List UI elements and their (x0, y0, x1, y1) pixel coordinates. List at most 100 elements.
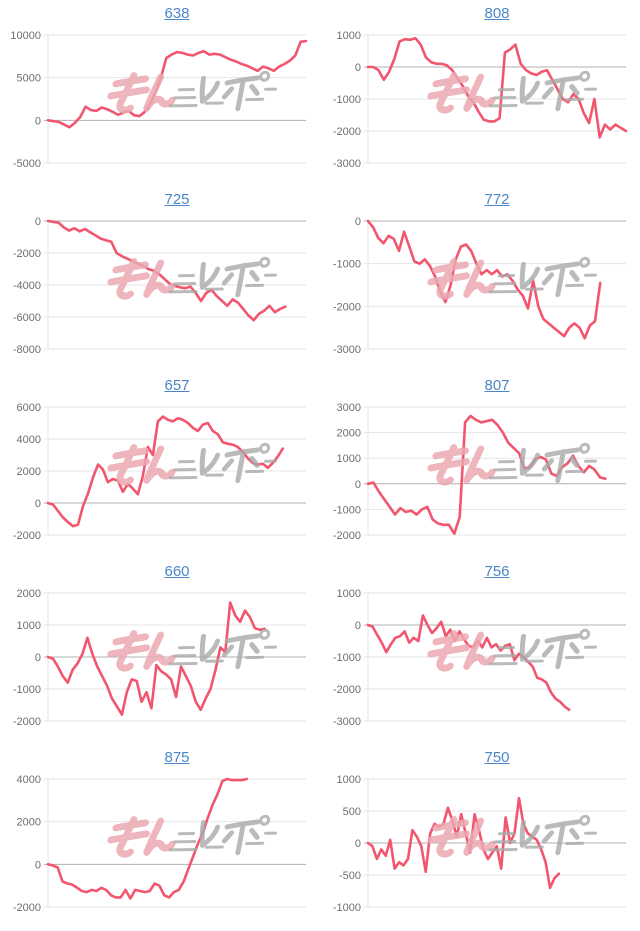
chart-title-link[interactable]: 638 (164, 5, 190, 22)
chart-card: 807 3000 2000 1000 0 -1000 -2000 (320, 372, 640, 558)
series-line (366, 614, 571, 712)
chart-plot: 4000 2000 0 -2000 (0, 771, 320, 930)
y-tick-label: 1000 (17, 620, 41, 632)
chart-title-row: 750 (368, 744, 626, 771)
chart-plot: 1000 0 -1000 -2000 -3000 (320, 27, 640, 186)
series-line (46, 777, 248, 900)
series-line (366, 36, 628, 139)
series-line (46, 219, 287, 322)
line-chart-svg: 6000 4000 2000 0 -2000 (13, 402, 306, 542)
y-tick-label: -2000 (333, 126, 361, 138)
chart-card: 725 0 -2000 -4000 -6000 -8000 (0, 186, 320, 372)
line-chart-svg: 1000 0 -1000 -2000 -3000 (333, 588, 626, 728)
chart-title-row: 772 (368, 186, 626, 213)
chart-title-link[interactable]: 756 (484, 563, 510, 580)
y-tick-label: -2000 (13, 902, 41, 914)
y-tick-label: 0 (355, 62, 361, 74)
line-chart-svg: 4000 2000 0 -2000 (13, 774, 306, 914)
chart-plot: 2000 1000 0 -1000 -2000 (0, 585, 320, 744)
y-tick-label: 500 (343, 806, 361, 818)
y-tick-label: 1000 (337, 774, 361, 786)
y-tick-label: 0 (355, 216, 361, 228)
chart-card: 638 10000 5000 0 -5000 (0, 0, 320, 186)
y-tick-label: -500 (339, 870, 361, 882)
chart-card: 808 1000 0 -1000 -2000 -3000 (320, 0, 640, 186)
series-line (366, 414, 607, 535)
y-tick-label: 1000 (337, 453, 361, 465)
chart-title-row: 807 (368, 372, 626, 399)
chart-title-link[interactable]: 808 (484, 5, 510, 22)
y-tick-label: 0 (355, 479, 361, 491)
y-tick-label: 0 (35, 115, 41, 127)
chart-card: 772 0 -1000 -2000 -3000 (320, 186, 640, 372)
y-tick-label: -1000 (333, 902, 361, 914)
chart-title-row: 657 (48, 372, 306, 399)
y-tick-label: 4000 (17, 434, 41, 446)
y-tick-label: 0 (35, 216, 41, 228)
chart-title-row: 725 (48, 186, 306, 213)
line-chart-svg: 1000 500 0 -500 -1000 (333, 774, 626, 914)
line-chart-svg: 0 -2000 -4000 -6000 -8000 (13, 216, 306, 356)
line-chart-svg: 2000 1000 0 -1000 -2000 (13, 588, 306, 728)
y-tick-label: -2000 (333, 684, 361, 696)
chart-title-row: 875 (48, 744, 306, 771)
chart-title-link[interactable]: 772 (484, 191, 510, 208)
y-tick-label: -6000 (13, 312, 41, 324)
y-tick-label: -4000 (13, 280, 41, 292)
chart-plot: 0 -2000 -4000 -6000 -8000 (0, 213, 320, 372)
y-tick-label: -2000 (333, 301, 361, 313)
y-tick-label: -3000 (333, 158, 361, 170)
chart-card: 660 2000 1000 0 -1000 -2000 (0, 558, 320, 744)
y-tick-label: -2000 (13, 716, 41, 728)
chart-title-link[interactable]: 875 (164, 749, 190, 766)
y-tick-label: 4000 (17, 774, 41, 786)
chart-title-link[interactable]: 660 (164, 563, 190, 580)
y-tick-label: 3000 (337, 402, 361, 414)
line-chart-svg: 0 -1000 -2000 -3000 (333, 216, 626, 356)
line-chart-svg: 3000 2000 1000 0 -1000 -2000 (333, 402, 626, 542)
y-tick-label: -1000 (333, 259, 361, 271)
y-tick-label: 1000 (337, 30, 361, 42)
chart-title-link[interactable]: 750 (484, 749, 510, 766)
line-chart-svg: 1000 0 -1000 -2000 -3000 (333, 30, 628, 170)
line-chart-svg: 10000 5000 0 -5000 (10, 30, 308, 170)
y-tick-label: -3000 (333, 344, 361, 356)
chart-title-row: 756 (368, 558, 626, 585)
y-tick-label: 2000 (17, 466, 41, 478)
y-tick-label: -1000 (13, 684, 41, 696)
chart-plot: 1000 500 0 -500 -1000 (320, 771, 640, 930)
y-tick-label: 10000 (10, 30, 41, 42)
y-tick-label: 1000 (337, 588, 361, 600)
y-tick-label: -2000 (13, 530, 41, 542)
chart-card: 750 1000 500 0 -500 -1000 (320, 744, 640, 930)
y-tick-label: 2000 (337, 428, 361, 440)
y-tick-label: -2000 (13, 248, 41, 260)
chart-title-row: 660 (48, 558, 306, 585)
y-tick-label: 0 (355, 620, 361, 632)
chart-title-link[interactable]: 807 (484, 377, 510, 394)
y-tick-label: 2000 (17, 588, 41, 600)
series-line (46, 39, 308, 129)
series-line (46, 601, 267, 716)
y-tick-label: 5000 (17, 73, 41, 85)
chart-plot: 6000 4000 2000 0 -2000 (0, 399, 320, 558)
chart-title-row: 638 (48, 0, 306, 27)
y-tick-label: 6000 (17, 402, 41, 414)
chart-title-link[interactable]: 725 (164, 191, 190, 208)
y-tick-label: -1000 (333, 652, 361, 664)
chart-card: 756 1000 0 -1000 -2000 -3000 (320, 558, 640, 744)
y-tick-label: -1000 (333, 94, 361, 106)
y-tick-label: -3000 (333, 716, 361, 728)
y-tick-label: 2000 (17, 817, 41, 829)
chart-plot: 1000 0 -1000 -2000 -3000 (320, 585, 640, 744)
series-line (366, 219, 602, 340)
chart-plot: 10000 5000 0 -5000 (0, 27, 320, 186)
y-tick-label: -2000 (333, 530, 361, 542)
chart-title-link[interactable]: 657 (164, 377, 190, 394)
chart-title-row: 808 (368, 0, 626, 27)
y-tick-label: -8000 (13, 344, 41, 356)
y-tick-label: -1000 (333, 504, 361, 516)
chart-card: 657 6000 4000 2000 0 -2000 (0, 372, 320, 558)
chart-card: 875 4000 2000 0 -2000 (0, 744, 320, 930)
